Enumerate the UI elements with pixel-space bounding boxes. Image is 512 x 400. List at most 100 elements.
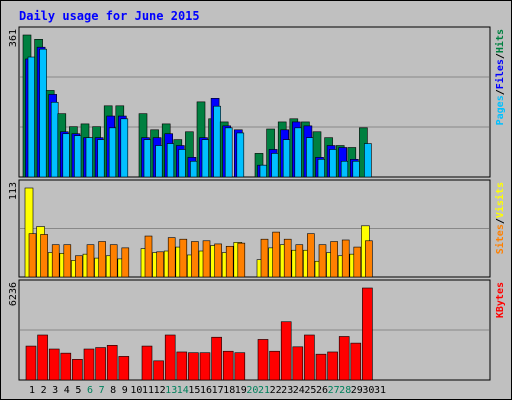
kbytes-bar bbox=[25, 345, 37, 381]
visits-bar bbox=[214, 243, 222, 278]
x-tick-label: 12 bbox=[154, 385, 166, 396]
legend-entry: Files bbox=[494, 59, 506, 89]
kbytes-bar bbox=[153, 360, 164, 381]
legend-entry: Sites bbox=[494, 224, 506, 254]
kbytes-bar bbox=[60, 352, 72, 381]
legend: Sites/Visits bbox=[494, 182, 506, 254]
kbytes-bar bbox=[257, 339, 269, 381]
pages-bar bbox=[85, 137, 94, 178]
x-tick-label: 10 bbox=[130, 385, 142, 396]
pages-bar bbox=[50, 101, 59, 178]
visits-bar bbox=[307, 233, 315, 278]
pages-bar bbox=[259, 164, 268, 178]
sites-visits-panel: 113 Sites/Visits bbox=[8, 179, 506, 278]
pages-bar bbox=[306, 137, 314, 178]
visits-bar bbox=[272, 231, 280, 278]
kbytes-bar bbox=[188, 352, 199, 381]
x-tick-label: 9 bbox=[122, 385, 128, 396]
visits-bar bbox=[156, 251, 164, 278]
kbytes-bar bbox=[83, 348, 95, 381]
x-tick-label: 20 bbox=[246, 385, 258, 396]
legend-separator: / bbox=[495, 89, 506, 95]
kbytes-bar bbox=[164, 334, 176, 381]
pages-bar bbox=[166, 143, 175, 178]
x-tick-label: 18 bbox=[223, 385, 235, 396]
x-tick-label: 11 bbox=[142, 385, 154, 396]
y-axis-max-label: 6236 bbox=[8, 282, 19, 306]
visits-bar bbox=[86, 244, 95, 278]
pages-bar bbox=[213, 105, 221, 178]
kbytes-panel: 6236 KBytes bbox=[8, 279, 506, 381]
kbytes-bar bbox=[199, 352, 211, 381]
visits-bar bbox=[353, 246, 362, 278]
visits-bar bbox=[63, 244, 72, 278]
visits-bar bbox=[144, 235, 153, 278]
pages-bar bbox=[27, 56, 36, 178]
y-axis-max-label: 361 bbox=[8, 29, 19, 47]
visits-bar bbox=[283, 238, 292, 278]
x-tick-label: 13 bbox=[165, 385, 177, 396]
legend-separator: / bbox=[495, 218, 506, 224]
visits-bar bbox=[28, 233, 37, 278]
pages-bar bbox=[39, 48, 47, 178]
pages-bar bbox=[201, 139, 210, 178]
chart-title: Daily usage for June 2015 bbox=[19, 9, 200, 23]
x-tick-label: 5 bbox=[75, 385, 81, 396]
pages-bar bbox=[364, 143, 372, 178]
x-tick-label: 26 bbox=[316, 385, 328, 396]
visits-bar bbox=[167, 237, 176, 278]
x-tick-label: 23 bbox=[281, 385, 293, 396]
pages-bar bbox=[97, 139, 105, 178]
kbytes-bar bbox=[234, 352, 246, 381]
x-tick-label: 30 bbox=[362, 385, 374, 396]
visits-bar bbox=[237, 242, 246, 278]
visits-bar bbox=[365, 240, 373, 278]
pages-bar bbox=[224, 127, 233, 178]
visits-bar bbox=[191, 241, 199, 278]
x-tick-label: 22 bbox=[270, 385, 282, 396]
x-tick-label: 8 bbox=[110, 385, 116, 396]
x-tick-label: 6 bbox=[87, 385, 93, 396]
visits-bar bbox=[98, 241, 106, 278]
x-tick-label: 14 bbox=[177, 385, 189, 396]
visits-bar bbox=[75, 255, 83, 278]
legend-entry: Visits bbox=[494, 182, 506, 218]
visits-bar bbox=[260, 238, 269, 278]
pages-bar bbox=[155, 145, 163, 178]
x-tick-label: 19 bbox=[235, 385, 247, 396]
pages-bar bbox=[340, 160, 349, 178]
pages-bar bbox=[178, 149, 187, 178]
x-tick-label: 16 bbox=[200, 385, 212, 396]
x-tick-label: 28 bbox=[339, 385, 351, 396]
kbytes-bar bbox=[141, 345, 153, 381]
pages-bar bbox=[190, 160, 198, 178]
kbytes-bar bbox=[350, 342, 362, 381]
x-tick-label: 27 bbox=[328, 385, 340, 396]
x-tick-label: 2 bbox=[41, 385, 47, 396]
legend: KBytes bbox=[495, 282, 506, 318]
pages-bar bbox=[294, 127, 303, 178]
kbytes-bar bbox=[176, 351, 188, 381]
visits-bar bbox=[51, 244, 60, 278]
kbytes-bar bbox=[106, 345, 118, 381]
pages-bar bbox=[74, 135, 82, 178]
visits-bar bbox=[109, 244, 118, 278]
kbytes-bar bbox=[118, 356, 130, 381]
visits-bar bbox=[40, 234, 48, 278]
visits-bar bbox=[225, 245, 234, 278]
kbytes-bar bbox=[338, 336, 350, 381]
legend-entry: Hits bbox=[494, 29, 506, 53]
kbytes-bar bbox=[222, 350, 234, 381]
kbytes-bar bbox=[95, 347, 106, 381]
legend-entry: KBytes bbox=[495, 282, 506, 318]
x-tick-label: 17 bbox=[212, 385, 224, 396]
x-tick-label: 1 bbox=[29, 385, 35, 396]
pages-bar bbox=[329, 149, 337, 178]
kbytes-bar bbox=[48, 348, 60, 381]
visits-bar bbox=[330, 241, 338, 278]
kbytes-bar bbox=[292, 346, 304, 381]
pages-bar bbox=[62, 133, 71, 178]
